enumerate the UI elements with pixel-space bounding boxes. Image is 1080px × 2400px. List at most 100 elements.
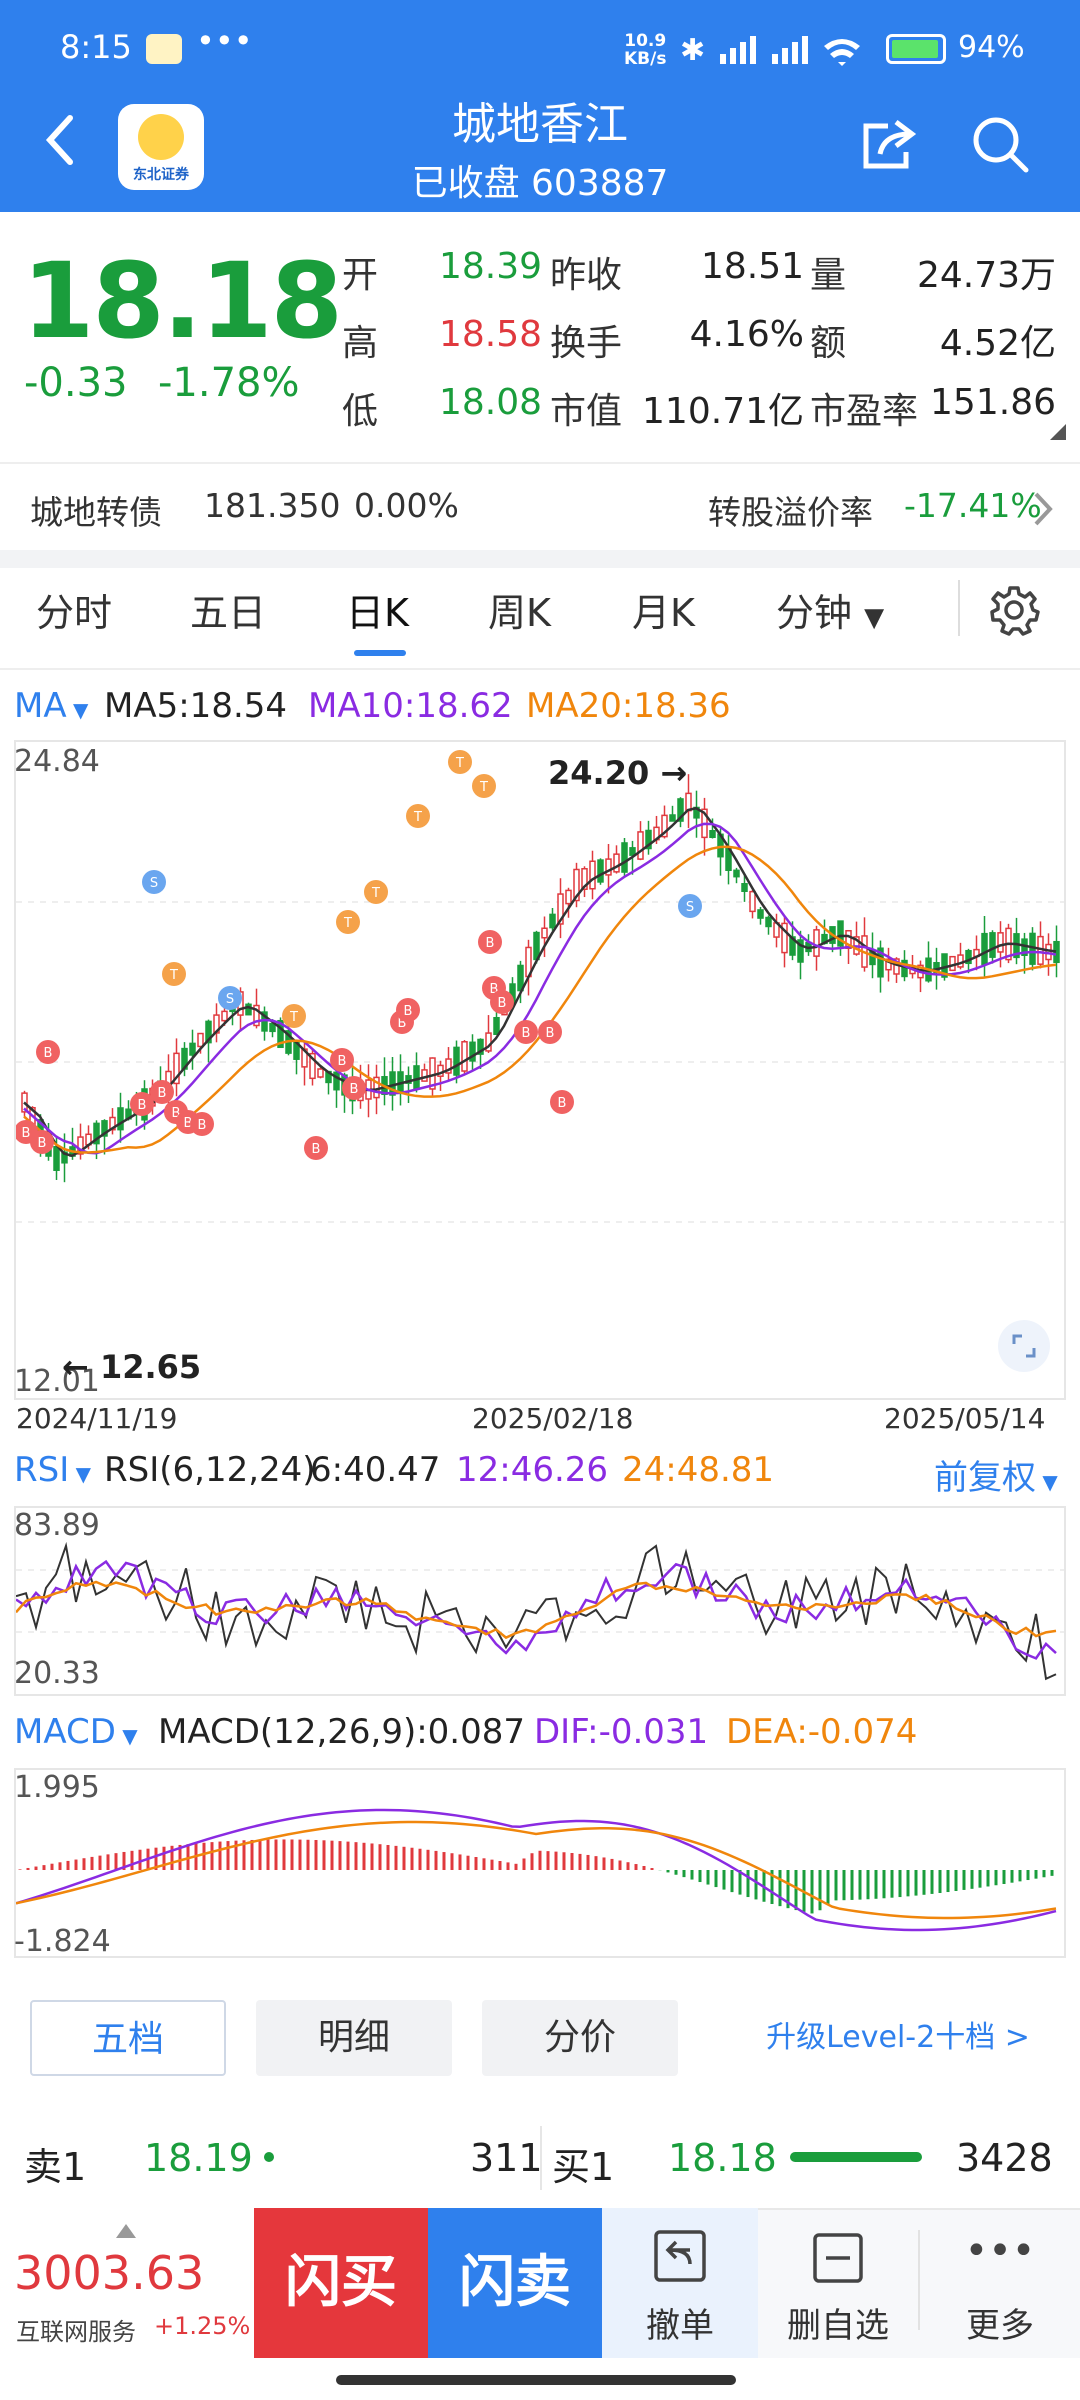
tab-intraday[interactable]: 分时 <box>36 591 113 635</box>
candle-body <box>613 853 620 873</box>
rsi-chart-frame[interactable] <box>14 1506 1066 1696</box>
flash-buy-button[interactable]: 闪买 <box>254 2208 428 2358</box>
candle-body <box>421 1069 428 1082</box>
date-start: 2024/11/19 <box>16 1402 178 1435</box>
candle-body <box>741 883 748 892</box>
cancel-order-icon <box>654 2230 706 2282</box>
signal-marker <box>190 1112 214 1136</box>
candle-body <box>461 1041 468 1072</box>
tab-price-dist[interactable]: 分价 <box>482 2000 678 2076</box>
candle-body <box>117 1107 124 1131</box>
cancel-order-button[interactable]: 撤单 <box>602 2208 758 2358</box>
signal-marker <box>142 870 166 894</box>
signal-marker <box>550 1090 574 1114</box>
settings-gear-icon[interactable] <box>988 584 1040 636</box>
sell1-volume: 311 <box>470 2136 543 2180</box>
ma-selector[interactable]: MA ▼ <box>14 686 89 726</box>
macd-chart-frame[interactable] <box>14 1768 1066 1958</box>
candle-body <box>629 847 636 856</box>
status-time: 8:15 <box>60 28 132 66</box>
broker-logo: 东北证券 <box>118 104 204 190</box>
sell1-price: 18.19 <box>144 2136 253 2180</box>
battery-percent: 94% <box>958 30 1025 65</box>
signal-marker-glyph: B <box>198 1118 207 1133</box>
candle-body <box>565 889 572 905</box>
candle-body <box>605 858 612 876</box>
macd-dif-line <box>16 1808 1057 1932</box>
level2-upgrade-link[interactable]: 升级Level-2十档 > <box>766 2020 1030 2055</box>
candle-body <box>277 1019 284 1049</box>
signal-marker <box>336 910 360 934</box>
date-end: 2025/05/14 <box>884 1402 1046 1435</box>
signal-marker-glyph: B <box>490 982 499 997</box>
candle-body <box>333 1071 340 1091</box>
candle-body <box>477 1038 484 1055</box>
macd-selector[interactable]: MACD ▼ <box>14 1712 138 1752</box>
prev-close-label: 昨收 <box>550 255 623 296</box>
kline-chart-frame[interactable] <box>14 740 1066 1400</box>
rsi12-value: 12:46.26 <box>456 1450 609 1490</box>
signal-marker <box>538 1020 562 1044</box>
signal-marker-glyph: B <box>558 1096 567 1111</box>
adjust-selector[interactable]: 前复权 ▼ <box>934 1458 1058 1498</box>
more-button[interactable]: ••• 更多 <box>920 2208 1080 2358</box>
amount-value: 4.52亿 <box>939 323 1056 364</box>
rsi-y-max: 83.89 <box>14 1508 100 1543</box>
amount-label: 额 <box>810 323 847 364</box>
candle-body <box>549 913 556 929</box>
search-icon[interactable] <box>970 114 1030 174</box>
share-icon[interactable] <box>860 116 916 172</box>
back-button[interactable] <box>40 110 80 180</box>
chevron-left-icon <box>45 115 73 165</box>
divider <box>0 462 1080 464</box>
candle-body <box>253 1004 260 1027</box>
candle-body <box>101 1120 108 1137</box>
more-dots-icon: ••• <box>964 2228 1036 2274</box>
signal-marker-glyph: B <box>546 1026 555 1041</box>
convertible-bond-row[interactable]: 城地转债 181.350 0.00% 转股溢价率 -17.41% <box>0 468 1080 548</box>
svg-text:✱: ✱ <box>680 33 705 68</box>
candle-body <box>885 958 892 971</box>
turnover-value: 4.16% <box>689 314 804 355</box>
rsi6-value: 6:40.47 <box>310 1450 441 1490</box>
fullscreen-button[interactable] <box>998 1320 1050 1372</box>
buy1-price: 18.18 <box>668 2136 777 2180</box>
signal-marker-glyph: S <box>150 876 158 891</box>
tab-details[interactable]: 明细 <box>256 2000 452 2076</box>
candle-body <box>965 949 972 965</box>
signal-marker-glyph: B <box>498 996 507 1011</box>
battery-icon <box>886 34 946 64</box>
candle-body <box>77 1136 84 1155</box>
candle-body <box>661 814 668 838</box>
expand-corner-icon[interactable] <box>1050 424 1066 440</box>
tab-minute[interactable]: 分钟 ▼ <box>776 591 885 635</box>
divider <box>918 2230 920 2330</box>
remove-watchlist-button[interactable]: 删自选 <box>758 2208 918 2358</box>
candle-body <box>997 932 1004 953</box>
active-tab-underline <box>354 650 406 656</box>
flash-sell-button[interactable]: 闪卖 <box>428 2208 602 2358</box>
candle-body <box>677 798 684 822</box>
candle-body <box>469 1041 476 1062</box>
candle-body <box>813 929 820 957</box>
signal-marker-glyph: B <box>522 1026 531 1041</box>
turnover-label: 换手 <box>550 323 623 364</box>
sell1-label: 卖1 <box>24 2145 87 2189</box>
signal-marker <box>30 1130 54 1154</box>
low-value: 18.08 <box>438 382 542 423</box>
candle-body <box>669 814 676 822</box>
signal-marker <box>162 962 186 986</box>
tab-weekly-k[interactable]: 周K <box>488 591 551 635</box>
pe-value: 151.86 <box>930 382 1056 423</box>
date-mid: 2025/02/18 <box>472 1402 634 1435</box>
tab-separator <box>958 580 960 636</box>
divider <box>0 668 1080 670</box>
high-marker: 24.20 → <box>548 754 688 792</box>
tab-five-day[interactable]: 五日 <box>190 591 267 635</box>
index-widget[interactable]: 3003.63 互联网服务 +1.25% <box>0 2208 254 2358</box>
tab-monthly-k[interactable]: 月K <box>632 591 695 635</box>
tab-daily-k[interactable]: 日K <box>346 591 409 635</box>
candle-body <box>837 920 844 947</box>
rsi-selector[interactable]: RSI ▼ <box>14 1450 91 1490</box>
tab-five-levels[interactable]: 五档 <box>30 2000 226 2076</box>
